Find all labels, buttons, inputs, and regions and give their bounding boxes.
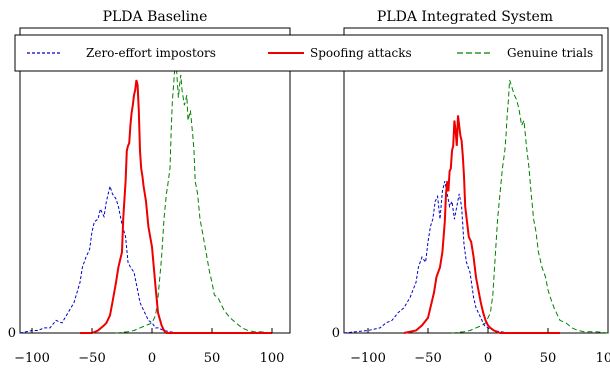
panel-title: PLDA Baseline — [103, 9, 208, 25]
legend: Zero-effort impostors Spoofing attacks G… — [14, 34, 603, 72]
x-tick-label: 0 — [484, 351, 492, 366]
x-tick-label: −50 — [78, 351, 105, 366]
x-tick-label: −100 — [14, 351, 50, 366]
series-layer — [19, 59, 273, 334]
x-tick-label: −50 — [414, 351, 441, 366]
series-line-spoof — [403, 115, 560, 334]
y-tick-label: 0 — [332, 326, 340, 341]
legend-label-impostors: Zero-effort impostors — [86, 46, 216, 60]
x-tick-label: 50 — [204, 351, 221, 366]
panel-plda-integrated-system: PLDA Integrated System −100 −50 0 50 100 0 — [332, 9, 610, 366]
series-line-impostor — [343, 181, 513, 334]
plot-frame — [343, 27, 609, 334]
x-tick-label: 0 — [148, 351, 156, 366]
series-layer — [343, 79, 609, 334]
legend-label-genuine: Genuine trials — [507, 46, 593, 60]
legend-label-spoofing: Spoofing attacks — [310, 46, 412, 60]
x-tick-label: 100 — [260, 351, 285, 366]
x-tick-label: 100 — [596, 351, 610, 366]
legend-item-impostors: Zero-effort impostors — [27, 46, 216, 60]
series-line-genuine — [115, 59, 273, 334]
panel-plda-baseline: PLDA Baseline −100 −50 0 50 100 0 — [8, 9, 291, 366]
x-tick-label: 50 — [540, 351, 557, 366]
series-line-spoof — [80, 79, 272, 334]
legend-item-spoofing: Spoofing attacks — [268, 46, 412, 60]
x-tick-label: −100 — [350, 351, 386, 366]
panel-title: PLDA Integrated System — [377, 9, 553, 25]
legend-box — [14, 34, 603, 72]
series-line-genuine — [451, 79, 609, 334]
y-tick-label: 0 — [8, 326, 16, 341]
series-line-impostor — [19, 184, 200, 334]
plot-frame — [19, 27, 291, 334]
tick-layer: −100 −50 0 50 100 0 — [8, 326, 285, 366]
legend-item-genuine: Genuine trials — [457, 46, 593, 60]
tick-layer: −100 −50 0 50 100 0 — [332, 326, 610, 366]
